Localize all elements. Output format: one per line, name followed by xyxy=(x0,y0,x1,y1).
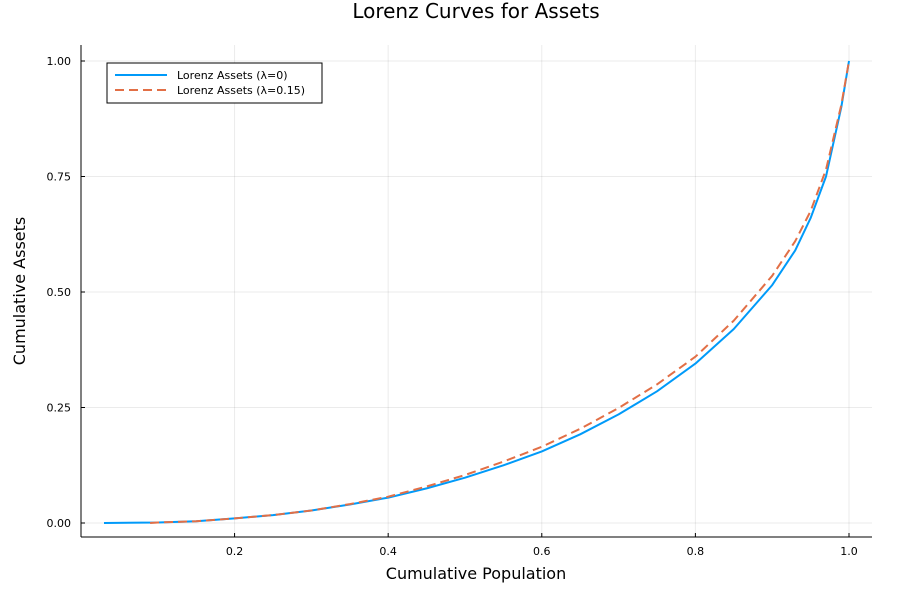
x-tick-label: 0.4 xyxy=(379,545,397,558)
series-line-2 xyxy=(150,60,850,524)
series-lines xyxy=(103,60,850,524)
y-tick-label: 0.50 xyxy=(47,286,72,299)
legend: Lorenz Assets (λ=0) Lorenz Assets (λ=0.15… xyxy=(106,62,323,104)
legend-label-2: Lorenz Assets (λ=0.15) xyxy=(177,84,305,97)
y-tick-label: 0.00 xyxy=(47,517,72,530)
y-tick-label: 0.75 xyxy=(47,171,72,184)
axes xyxy=(80,45,872,538)
y-axis-label: Cumulative Assets xyxy=(10,217,29,365)
x-tick-label: 0.2 xyxy=(226,545,244,558)
y-tick-label: 1.00 xyxy=(47,55,72,68)
ticks: 0.2 0.4 0.6 0.8 1.0 0.00 0.25 0.50 0.75 1.00 xyxy=(47,55,858,558)
x-tick-label: 0.8 xyxy=(687,545,705,558)
legend-box xyxy=(106,62,323,104)
grid xyxy=(81,45,872,537)
series-line-1 xyxy=(103,60,850,524)
y-tick-label: 0.25 xyxy=(47,402,72,415)
chart-title: Lorenz Curves for Assets xyxy=(352,0,599,23)
x-tick-label: 0.6 xyxy=(533,545,551,558)
x-tick-label: 1.0 xyxy=(840,545,858,558)
x-axis-label: Cumulative Population xyxy=(386,564,566,583)
legend-label-1: Lorenz Assets (λ=0) xyxy=(177,69,288,82)
